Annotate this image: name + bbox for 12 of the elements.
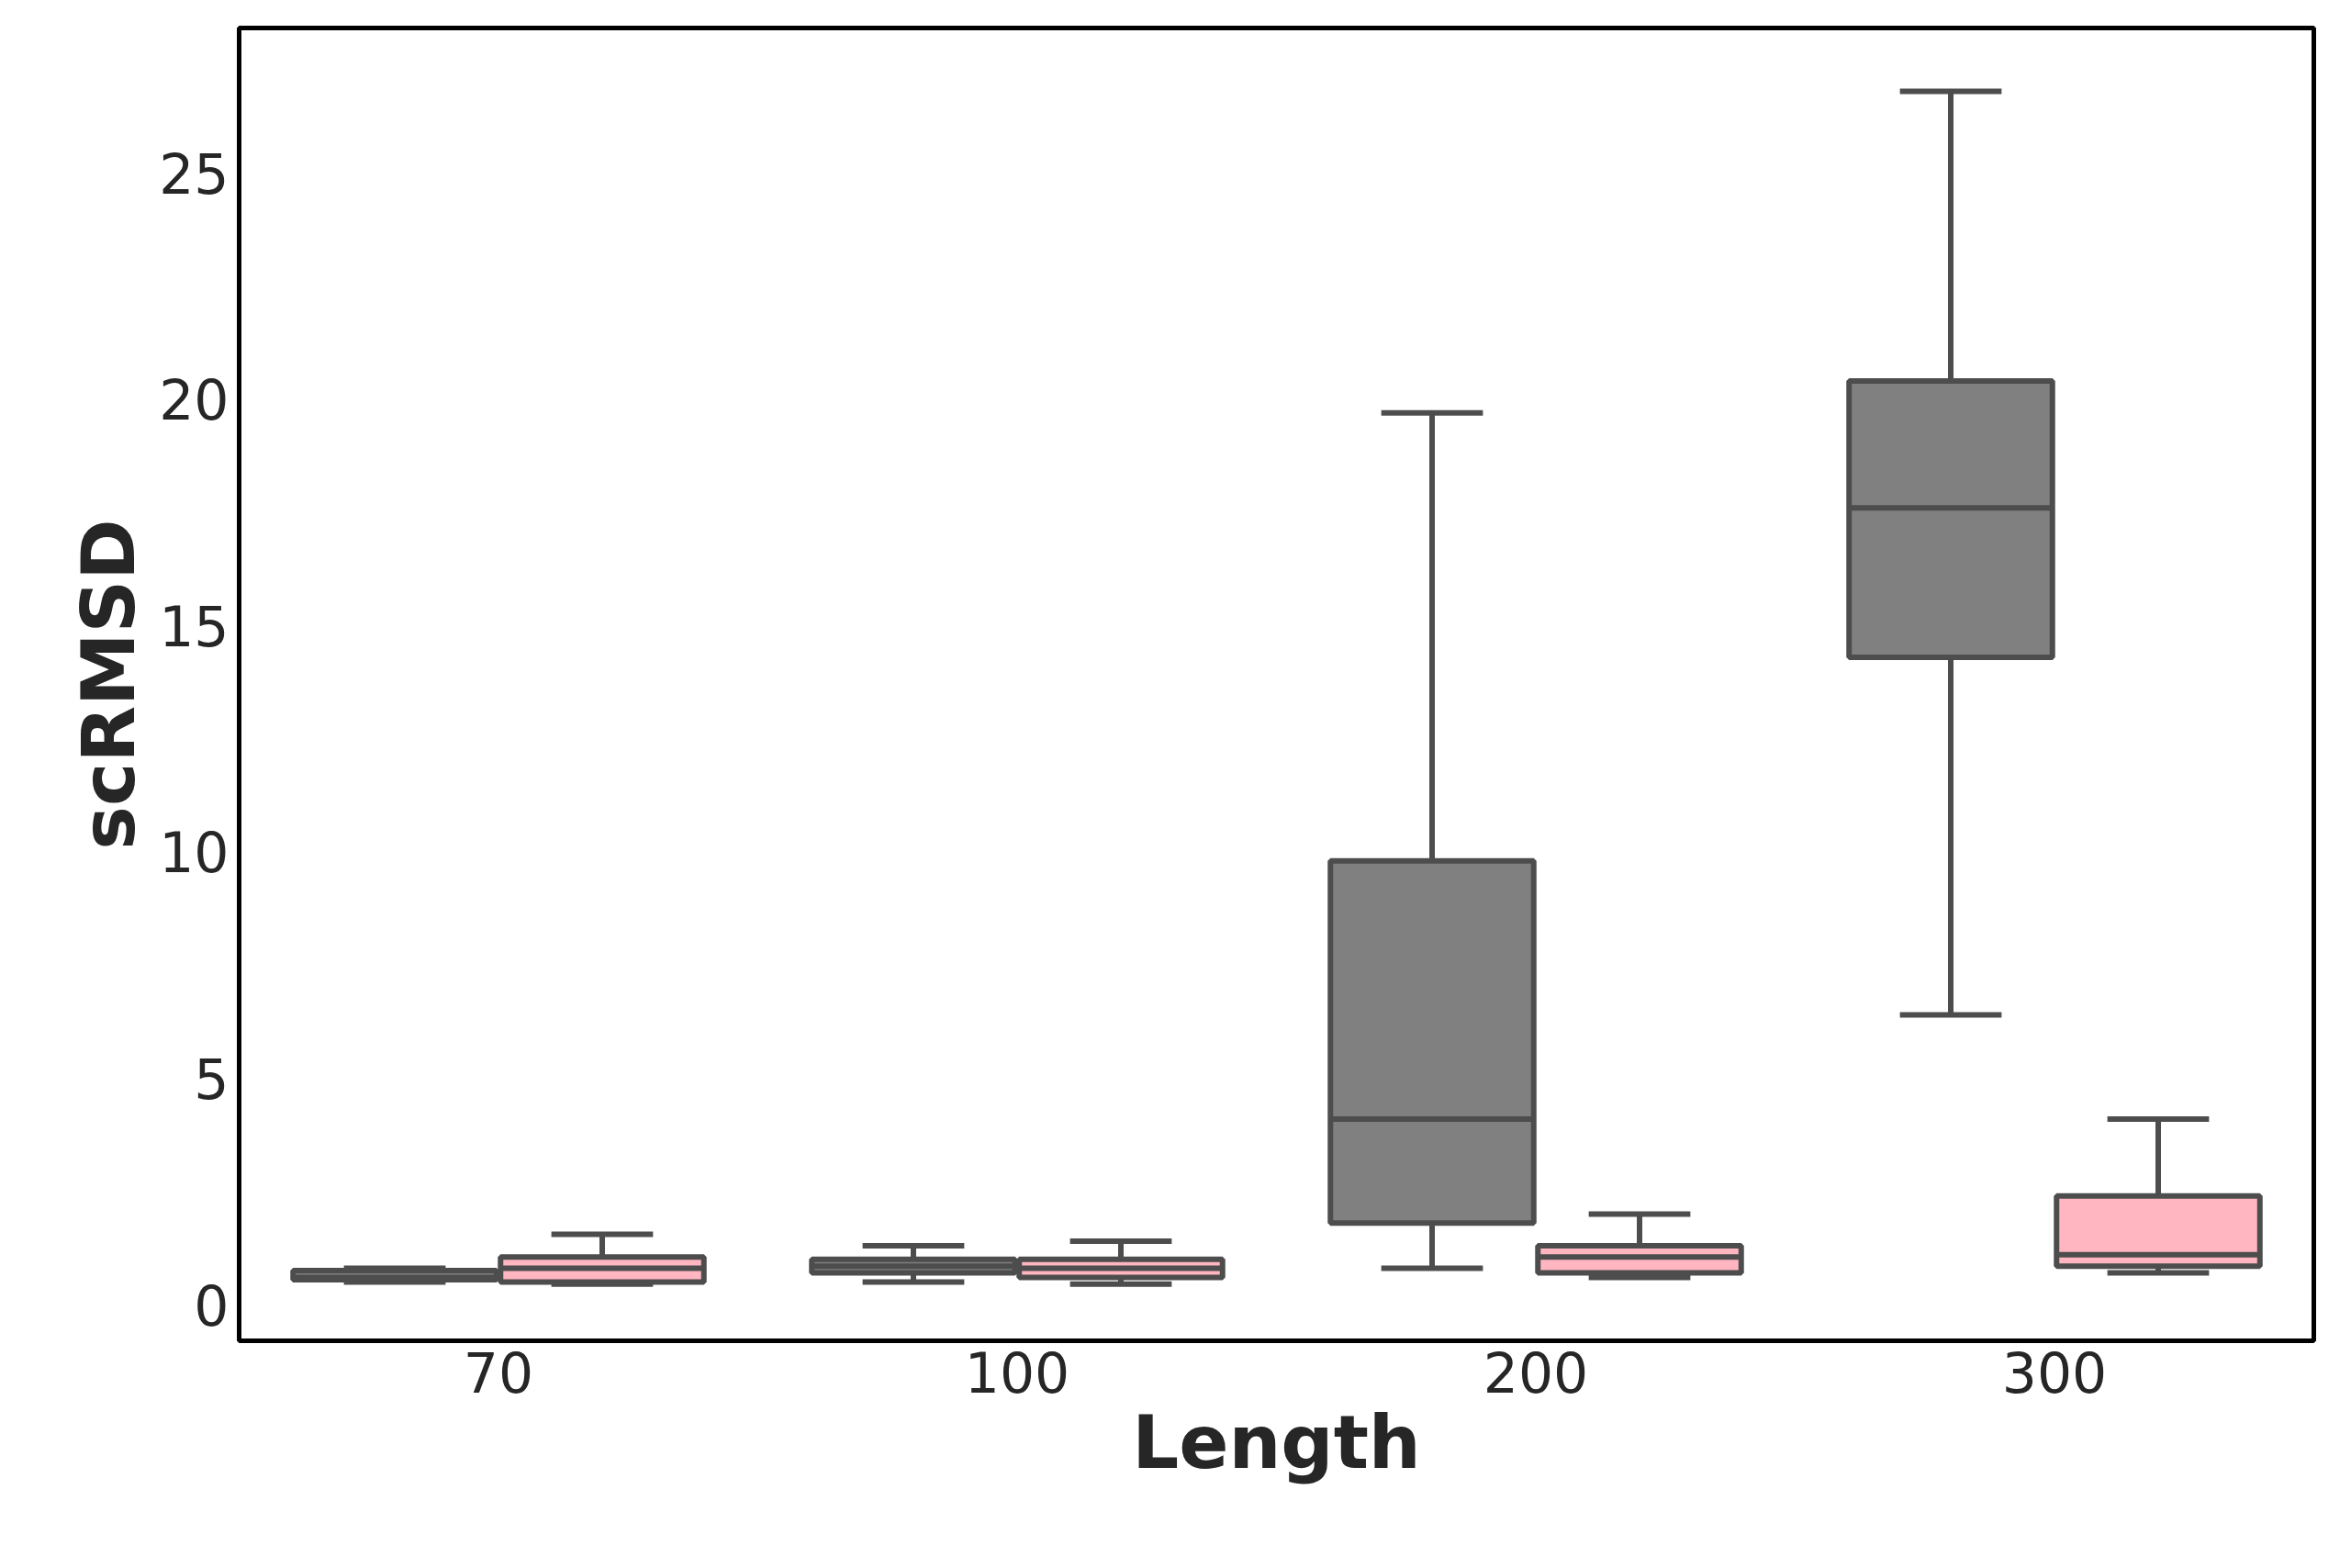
x-tick-label: 200 <box>1483 1340 1589 1406</box>
y-tick-label: 10 <box>159 821 230 886</box>
y-tick-label: 15 <box>159 594 230 659</box>
y-tick-label: 20 <box>159 368 230 433</box>
x-axis-title: Length <box>1132 1399 1421 1485</box>
x-tick-label: 100 <box>964 1340 1070 1406</box>
y-tick-label: 5 <box>194 1047 230 1112</box>
y-tick-label: 25 <box>159 141 230 207</box>
y-tick-label: 0 <box>194 1273 230 1338</box>
x-tick-label: 70 <box>463 1340 534 1406</box>
y-axis-title: scRMSD <box>66 519 152 850</box>
x-tick-label: 300 <box>2001 1340 2108 1406</box>
